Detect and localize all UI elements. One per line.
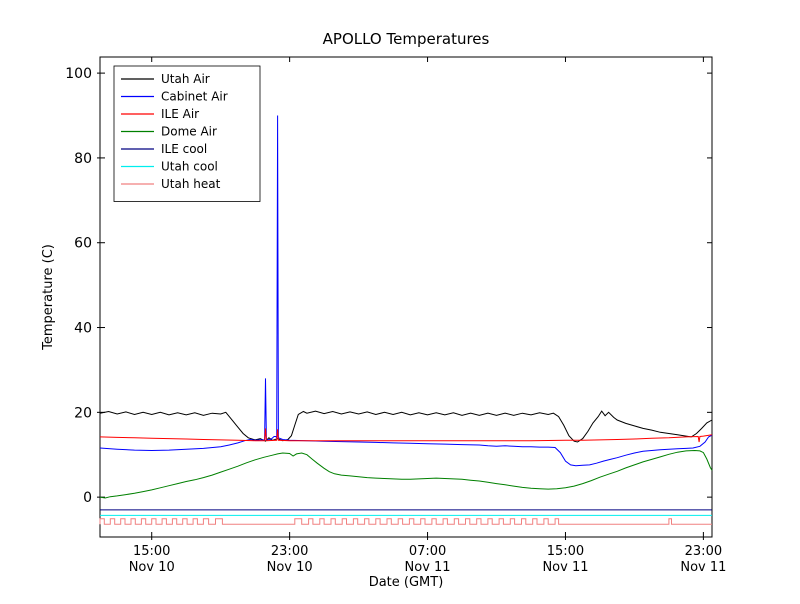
legend-label: Utah heat (161, 177, 221, 191)
x-tick-label-date: Nov 10 (129, 560, 175, 575)
legend: Utah Air Cabinet Air ILE Air Dome Air ILE co… (113, 65, 261, 202)
axes-frame (99, 56, 713, 538)
y-tick-label: 80 (74, 151, 92, 167)
x-tick-label-time: 23:00 (271, 544, 308, 559)
x-tick-label-date: Nov 11 (405, 560, 451, 575)
legend-label: Dome Air (161, 125, 217, 139)
x-tick-label-time: 23:00 (685, 544, 722, 559)
y-tick-label: 100 (65, 66, 92, 82)
chart-title: APOLLO Temperatures (323, 30, 490, 48)
legend-box (113, 65, 261, 202)
legend-label: ILE Air (161, 107, 199, 121)
legend-label: Cabinet Air (161, 90, 228, 104)
y-tick-label: 60 (74, 236, 92, 252)
series-line-ile-air (99, 428, 713, 443)
legend-label: Utah cool (161, 160, 218, 174)
series-line-utah-air (99, 410, 713, 443)
legend-label: ILE cool (161, 142, 207, 156)
legend-label: Utah Air (161, 72, 210, 86)
x-tick-label-time: 15:00 (133, 544, 170, 559)
y-tick-label: 0 (83, 490, 92, 506)
x-tick-label-date: Nov 11 (542, 560, 588, 575)
x-tick-label-time: 07:00 (409, 544, 446, 559)
series-line-utah-heat (99, 518, 712, 525)
y-tick-label: 40 (74, 321, 92, 337)
x-tick-label-date: Nov 10 (267, 560, 313, 575)
series-line-cabinet-air (99, 115, 713, 467)
x-tick-label-date: Nov 11 (680, 560, 726, 575)
x-tick-label-time: 15:00 (547, 544, 584, 559)
y-tick-label: 20 (74, 405, 92, 421)
x-axis-label: Date (GMT) (369, 575, 444, 590)
series-line-dome-air (99, 449, 713, 499)
y-axis-label: Temperature (C) (41, 244, 56, 351)
